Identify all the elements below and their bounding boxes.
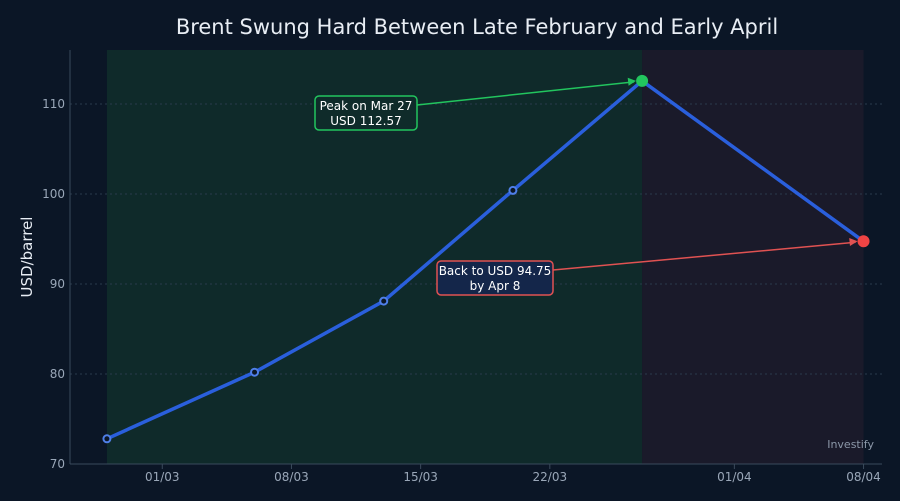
y-tick-label-100: 100: [42, 187, 65, 201]
annotation-text-0-0: Peak on Mar 27: [320, 99, 413, 113]
annotation-box-1: [436, 260, 554, 296]
annotation-arrow-line-0: [416, 81, 635, 106]
annotation-text-0-1: USD 112.57: [330, 114, 401, 128]
data-point-2: [379, 296, 389, 306]
x-tick-label-15/03: 15/03: [403, 470, 438, 484]
y-tick-label-110: 110: [42, 97, 65, 111]
y-tick-label-80: 80: [50, 367, 65, 381]
data-point-1: [250, 367, 260, 377]
shaded-range-1: [642, 50, 864, 464]
x-tick-label-08/04: 08/04: [846, 470, 881, 484]
highlight-point-1: [857, 235, 870, 248]
annotation-arrowhead-0: [627, 77, 637, 86]
price-line: [105, 79, 866, 441]
y-tick-label-70: 70: [50, 457, 65, 471]
x-tick-label-08/03: 08/03: [274, 470, 309, 484]
highlight-point-0: [636, 74, 649, 87]
x-tick-label-01/03: 01/03: [145, 470, 180, 484]
annotation-text-1-0: Back to USD 94.75: [439, 264, 552, 278]
data-point-3: [508, 185, 518, 195]
chart-title: Brent Swung Hard Between Late February a…: [176, 15, 778, 39]
annotation-box-0: [314, 95, 418, 131]
annotation-arrow-line-1: [552, 241, 856, 271]
data-point-0: [102, 434, 112, 444]
source-label: Investify: [827, 438, 874, 451]
x-tick-label-01/04: 01/04: [717, 470, 752, 484]
y-tick-label-90: 90: [50, 277, 65, 291]
y-axis-title: USD/barrel: [18, 217, 36, 298]
annotation-text-1-1: by Apr 8: [470, 279, 521, 293]
annotation-arrowhead-1: [849, 238, 858, 246]
x-tick-label-22/03: 22/03: [533, 470, 568, 484]
